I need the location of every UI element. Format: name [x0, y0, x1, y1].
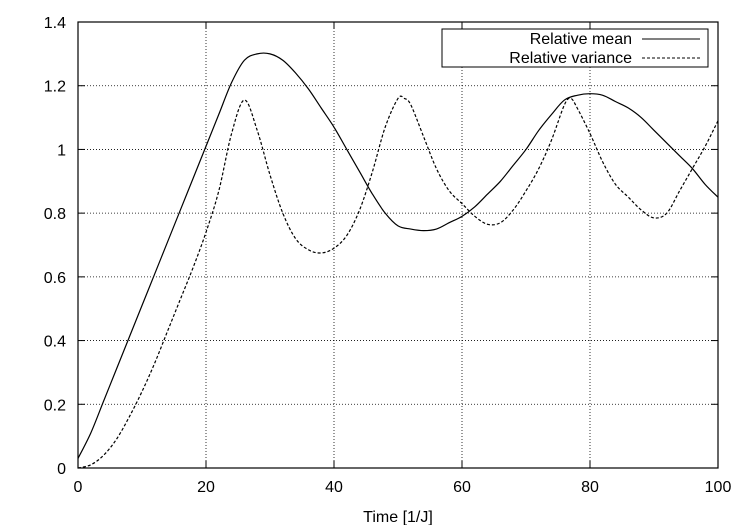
y-tick-label: 0	[57, 461, 66, 478]
x-tick-label: 100	[705, 479, 732, 496]
y-tick-label: 1.2	[44, 79, 66, 96]
legend-box	[441, 28, 709, 68]
x-tick-label: 60	[453, 479, 471, 496]
series-lines	[77, 52, 719, 469]
axis-ticks	[77, 21, 719, 469]
x-tick-labels: 0 20 40 60 80 100	[74, 479, 732, 496]
y-tick-label: 0.2	[44, 397, 66, 414]
series-line-relative-mean	[77, 52, 719, 459]
y-tick-label: 0.6	[44, 270, 66, 287]
legend: Relative mean Relative variance	[441, 28, 709, 68]
x-tick-label: 80	[581, 479, 599, 496]
legend-label-relative-mean: Relative mean	[530, 31, 632, 48]
y-tick-label: 1	[57, 142, 66, 159]
plot-frame	[77, 21, 719, 469]
x-tick-label: 40	[325, 479, 343, 496]
x-axis-title: Time [1/J]	[363, 509, 433, 525]
y-tick-label: 0.4	[44, 334, 66, 351]
x-tick-label: 0	[74, 479, 83, 496]
series-line-relative-variance	[77, 95, 719, 469]
y-tick-label: 1.4	[44, 15, 66, 32]
legend-label-relative-variance: Relative variance	[509, 50, 632, 67]
y-tick-labels: 0 0.2 0.4 0.6 0.8 1 1.2 1.4	[44, 15, 66, 478]
grid	[78, 22, 718, 468]
x-tick-label: 20	[197, 479, 215, 496]
y-tick-label: 0.8	[44, 206, 66, 223]
